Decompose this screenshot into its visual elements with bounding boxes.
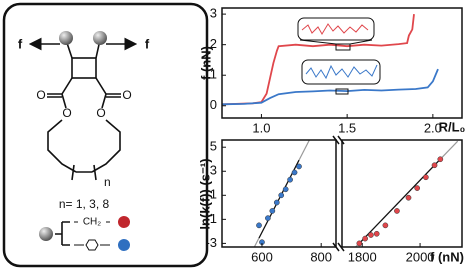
red-marker (118, 216, 130, 228)
y-tick-label: 3 (210, 163, 217, 178)
x-tick-label: 2.0 (424, 120, 442, 135)
point (296, 163, 302, 170)
y-axis-label: ln(k(f)) (s⁻¹) (197, 158, 212, 229)
point (394, 208, 400, 214)
point (256, 222, 262, 229)
fit-line (358, 158, 441, 244)
atom-label: O (96, 106, 105, 120)
handle-sphere (59, 31, 73, 45)
point (282, 186, 289, 193)
x-tick-label: 600 (251, 249, 273, 264)
inset-frame (297, 17, 375, 41)
x-tick-label: 1.5 (338, 120, 356, 135)
linker-label: CH₂ (83, 217, 101, 228)
zoom-box (335, 43, 351, 51)
y-tick-label: -3 (205, 235, 217, 250)
point (368, 232, 374, 238)
handle-sphere (93, 31, 107, 45)
series-line (222, 14, 415, 106)
point (373, 230, 380, 237)
zoom-box (335, 88, 349, 95)
point (405, 194, 412, 201)
repeat-label: n (104, 175, 111, 189)
cyclobutane (71, 57, 97, 79)
force-label: f (18, 36, 23, 51)
macrocycle (47, 119, 121, 173)
y-tick-label: 0 (210, 97, 217, 112)
plot-area (222, 14, 439, 106)
molecule-panel: f f O O O O n n= 1, 3, 8 CH₂ (2, 2, 209, 268)
x-tick-label: 1.0 (252, 120, 270, 135)
panel-frame (2, 2, 209, 268)
blue-marker (118, 239, 130, 251)
point (287, 176, 293, 183)
point (269, 208, 276, 214)
repeat-bracket (71, 164, 97, 181)
point (414, 185, 421, 191)
inset-frame (301, 59, 381, 85)
x-tick-label: 1800 (348, 249, 377, 264)
x-tick-label: 800 (310, 249, 332, 264)
y-tick-label: 2 (210, 36, 217, 51)
axes-frame (221, 7, 463, 119)
inset-trace (305, 64, 378, 80)
point (356, 240, 363, 247)
x-axis-label: f (nN) (430, 249, 464, 264)
y-tick-label: 5 (210, 139, 217, 154)
axes-frame (221, 139, 337, 248)
force-label: f (145, 36, 150, 51)
handle-sphere (39, 227, 53, 241)
series-line (222, 68, 439, 106)
point (382, 222, 389, 229)
atom-label: O (36, 88, 45, 102)
point (265, 215, 271, 221)
y-axis-label: f (nN) (198, 46, 213, 80)
atom-label: O (62, 106, 71, 120)
ester-bonds (47, 77, 121, 109)
y-tick-label: 1 (210, 187, 217, 202)
point (362, 235, 368, 242)
x-axis-label: R/L₀ (439, 119, 466, 134)
point (291, 169, 298, 176)
plot-area (253, 140, 311, 247)
caption: n= 1, 3, 8 (59, 197, 110, 211)
axes-frame (341, 139, 463, 248)
point (431, 162, 438, 169)
atom-label: O (122, 88, 131, 102)
insets (297, 17, 381, 95)
y-tick-label: -1 (205, 211, 217, 226)
point (273, 199, 280, 206)
x-tick-label: 2000 (406, 249, 435, 264)
phenyl-icon (74, 239, 110, 251)
plot-area (354, 140, 459, 247)
point (423, 174, 429, 181)
point (278, 192, 285, 199)
legend-bracket (55, 221, 70, 246)
point (437, 156, 444, 163)
y-tick-label: 3 (210, 6, 217, 21)
zoom-line (299, 39, 373, 45)
y-tick-label: 1 (210, 67, 217, 82)
inset-trace (301, 23, 369, 35)
